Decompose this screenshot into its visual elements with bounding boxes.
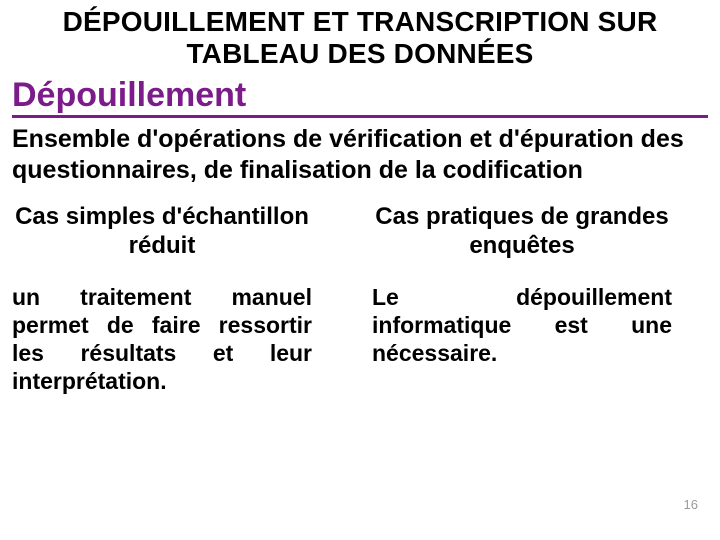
column-left-heading: Cas simples d'échantillon réduit — [12, 203, 312, 261]
column-right: Cas pratiques de grandes enquêtes Le dép… — [372, 203, 672, 395]
column-left-body: un traitement manuel permet de faire res… — [12, 283, 312, 395]
column-left: Cas simples d'échantillon réduit un trai… — [12, 203, 312, 395]
section-heading: Dépouillement — [12, 76, 708, 118]
slide: DÉPOUILLEMENT ET TRANSCRIPTION SUR TABLE… — [0, 0, 720, 540]
page-number: 16 — [684, 497, 698, 512]
columns-container: Cas simples d'échantillon réduit un trai… — [12, 203, 708, 395]
column-right-heading: Cas pratiques de grandes enquêtes — [372, 203, 672, 261]
definition-text: Ensemble d'opérations de vérification et… — [12, 124, 708, 185]
column-right-body: Le dépouillement informatique est une né… — [372, 283, 672, 367]
slide-title: DÉPOUILLEMENT ET TRANSCRIPTION SUR TABLE… — [12, 6, 708, 70]
